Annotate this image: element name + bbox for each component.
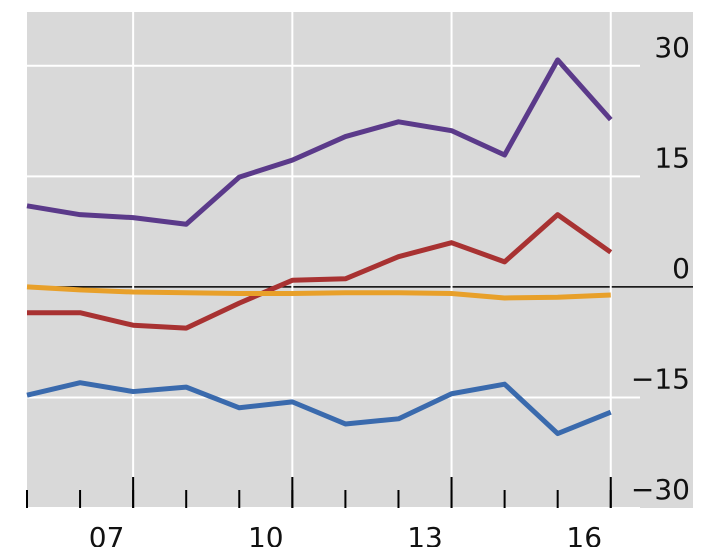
series-line: [26, 57, 613, 227]
series-line: [26, 380, 612, 437]
plot-area: [27, 12, 693, 508]
series-line: [26, 284, 611, 301]
x-tick-label: 13: [407, 521, 443, 547]
x-tick-label: 07: [89, 521, 125, 547]
series-line: [27, 212, 613, 331]
x-tick-label: 10: [248, 521, 284, 547]
y-tick-label: −30: [631, 473, 690, 506]
y-tick-label: 15: [654, 141, 690, 174]
y-tick-label: 30: [654, 31, 690, 64]
y-tick-label: −15: [631, 362, 690, 395]
x-tick-label: 16: [566, 521, 602, 547]
y-tick-label: 0: [672, 252, 690, 285]
